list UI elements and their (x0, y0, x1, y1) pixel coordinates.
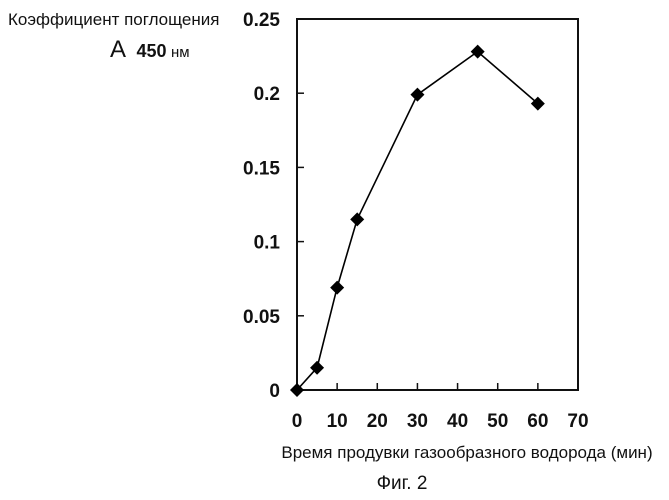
series-layer (290, 45, 545, 397)
y-tick-label: 0.05 (243, 307, 280, 328)
y-axis-label-value: 450 (136, 41, 166, 61)
y-axis-label-prefix: А (110, 36, 126, 63)
data-point-marker (410, 88, 424, 102)
data-point-marker (350, 212, 364, 226)
y-tick-label: 0.2 (254, 84, 280, 105)
y-tick-label: 0.25 (243, 10, 280, 31)
figure-caption: Фиг. 2 (377, 473, 428, 494)
x-tick-label: 70 (567, 411, 588, 432)
y-axis-ticks: 0 0.05 0.1 0.15 0.2 0.25 (243, 10, 304, 402)
x-tick-label: 40 (447, 411, 468, 432)
data-point-marker (330, 281, 344, 295)
y-axis-label: Коэффициент поглощения (8, 10, 219, 29)
y-tick-label: 0 (269, 381, 280, 402)
y-axis-label-unit: нм (171, 44, 190, 61)
x-axis-label: Время продувки газообразного водорода (м… (281, 443, 652, 462)
x-tick-label: 30 (407, 411, 428, 432)
y-tick-label: 0.1 (254, 233, 281, 254)
x-tick-label: 20 (367, 411, 388, 432)
x-tick-label: 50 (487, 411, 508, 432)
x-tick-label: 10 (327, 411, 348, 432)
plot-area-frame (297, 19, 578, 390)
series-line (297, 52, 538, 390)
y-tick-label: 0.15 (243, 158, 280, 179)
x-tick-label: 60 (527, 411, 548, 432)
y-axis-label-line2: А 450 нм (110, 36, 190, 63)
x-tick-label: 0 (292, 411, 303, 432)
